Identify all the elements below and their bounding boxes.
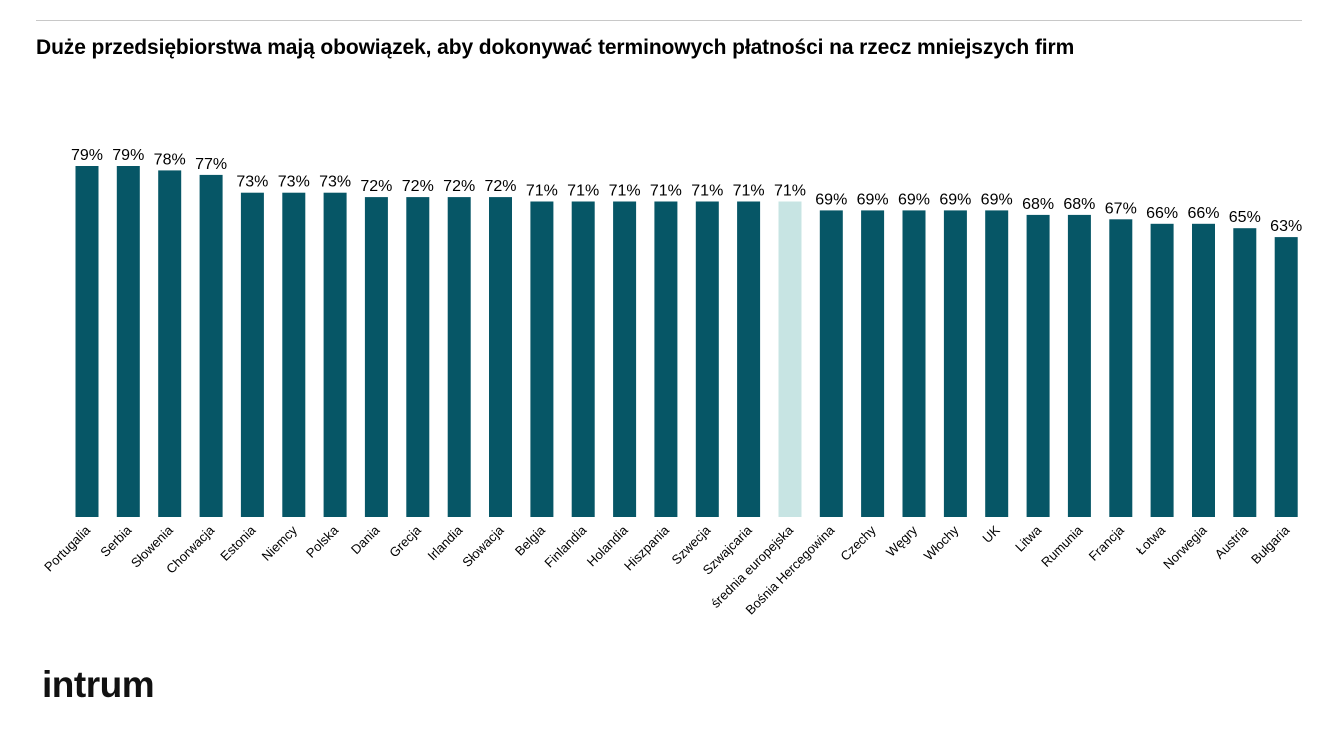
category-label-5: Niemcy bbox=[259, 522, 301, 564]
value-label-8: 72% bbox=[402, 178, 434, 195]
category-label-20: Węgry bbox=[883, 522, 921, 560]
category-label-22: UK bbox=[979, 522, 1003, 546]
category-label-19: Czechy bbox=[837, 522, 879, 564]
category-label-9: Irlandia bbox=[425, 522, 466, 563]
category-label-1: Serbia bbox=[97, 522, 135, 560]
category-label-28: Austria bbox=[1212, 522, 1252, 562]
bar-21 bbox=[943, 210, 967, 517]
category-label-8: Grecja bbox=[386, 522, 424, 560]
bar-3 bbox=[199, 174, 223, 517]
value-label-28: 65% bbox=[1229, 209, 1261, 226]
bar-1 bbox=[116, 166, 140, 517]
bar-14 bbox=[654, 201, 678, 517]
value-label-20: 69% bbox=[898, 191, 930, 208]
category-label-4: Estonia bbox=[217, 522, 259, 564]
value-label-24: 68% bbox=[1063, 196, 1095, 213]
bar-29 bbox=[1274, 237, 1298, 517]
value-label-3: 77% bbox=[195, 156, 227, 173]
bar-9 bbox=[447, 197, 471, 517]
value-label-12: 71% bbox=[567, 183, 599, 200]
bar-26 bbox=[1150, 223, 1174, 518]
category-label-10: Słowacja bbox=[459, 522, 507, 570]
bar-17 bbox=[778, 201, 802, 517]
value-label-6: 73% bbox=[319, 174, 351, 191]
category-label-0: Portugalia bbox=[41, 522, 94, 575]
bars-group bbox=[75, 166, 1298, 518]
bar-10 bbox=[489, 197, 512, 517]
value-label-9: 72% bbox=[443, 178, 475, 195]
category-label-27: Norwegia bbox=[1160, 522, 1210, 572]
bar-5 bbox=[282, 192, 306, 517]
value-label-13: 71% bbox=[609, 183, 641, 200]
intrum-logo: intrum bbox=[42, 664, 155, 705]
bar-19 bbox=[861, 210, 885, 517]
bar-22 bbox=[985, 210, 1009, 517]
value-label-11: 71% bbox=[526, 183, 558, 200]
value-label-23: 68% bbox=[1022, 196, 1054, 213]
value-label-5: 73% bbox=[278, 174, 310, 191]
top-divider bbox=[36, 20, 1302, 21]
bar-11 bbox=[530, 201, 554, 517]
value-labels-group: 79% 79% 78% 77% 73% 73% 73% 72% 72% 72% 72% 71% 71% 7… bbox=[71, 147, 1302, 235]
bar-27 bbox=[1192, 223, 1215, 518]
bar-23 bbox=[1026, 214, 1050, 517]
chart-title: Duże przedsiębiorstwa mają obowiązek, ab… bbox=[36, 36, 1075, 59]
category-label-21: Włochy bbox=[921, 522, 962, 563]
category-label-12: Finlandia bbox=[541, 522, 589, 570]
category-label-6: Polska bbox=[303, 522, 342, 561]
bar-7 bbox=[364, 197, 388, 517]
value-label-26: 66% bbox=[1146, 205, 1178, 222]
value-label-7: 72% bbox=[360, 178, 392, 195]
category-label-25: Francja bbox=[1086, 522, 1128, 564]
value-label-18: 69% bbox=[815, 191, 847, 208]
bar-13 bbox=[613, 201, 637, 517]
value-label-29: 63% bbox=[1270, 218, 1302, 235]
category-label-7: Dania bbox=[348, 522, 383, 557]
value-label-27: 66% bbox=[1187, 205, 1219, 222]
category-label-11: Belgia bbox=[512, 522, 549, 559]
bar-28 bbox=[1233, 228, 1257, 517]
bar-15 bbox=[695, 201, 719, 517]
value-label-4: 73% bbox=[236, 174, 268, 191]
value-label-0: 79% bbox=[71, 147, 103, 164]
bar-24 bbox=[1067, 214, 1091, 517]
value-label-19: 69% bbox=[857, 191, 889, 208]
bar-25 bbox=[1109, 219, 1133, 518]
value-label-17: 71% bbox=[774, 183, 806, 200]
value-label-22: 69% bbox=[981, 191, 1013, 208]
category-label-23: Litwa bbox=[1012, 522, 1045, 555]
bar-0 bbox=[75, 166, 99, 517]
bar-16 bbox=[737, 201, 761, 517]
bar-20 bbox=[902, 210, 926, 517]
category-label-26: Łotwa bbox=[1133, 522, 1169, 558]
category-label-29: Bułgaria bbox=[1248, 522, 1293, 567]
value-label-15: 71% bbox=[691, 183, 723, 200]
bar-18 bbox=[819, 210, 843, 517]
category-label-14: Hiszpania bbox=[621, 522, 673, 574]
bar-8 bbox=[406, 197, 430, 517]
value-label-25: 67% bbox=[1105, 200, 1137, 217]
value-label-16: 71% bbox=[733, 183, 765, 200]
bar-12 bbox=[571, 201, 595, 517]
bar-6 bbox=[323, 192, 347, 517]
bar-2 bbox=[158, 170, 182, 517]
value-label-2: 78% bbox=[154, 151, 186, 168]
category-label-24: Rumunia bbox=[1038, 522, 1086, 570]
value-label-1: 79% bbox=[112, 147, 144, 164]
value-label-21: 69% bbox=[939, 191, 971, 208]
value-label-14: 71% bbox=[650, 183, 682, 200]
value-label-10: 72% bbox=[484, 178, 516, 195]
bar-4 bbox=[240, 192, 264, 517]
